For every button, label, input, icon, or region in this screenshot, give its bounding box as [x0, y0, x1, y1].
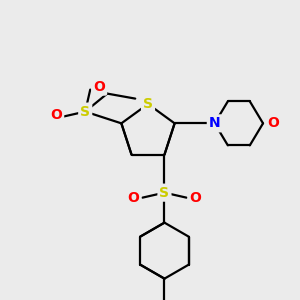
Text: O: O [128, 191, 140, 205]
Text: N: N [209, 116, 220, 130]
Text: O: O [93, 80, 105, 94]
Text: S: S [160, 186, 170, 200]
Text: S: S [80, 105, 90, 118]
Text: O: O [267, 116, 279, 130]
Text: O: O [190, 191, 201, 205]
Text: O: O [50, 108, 62, 122]
Text: S: S [143, 97, 153, 111]
